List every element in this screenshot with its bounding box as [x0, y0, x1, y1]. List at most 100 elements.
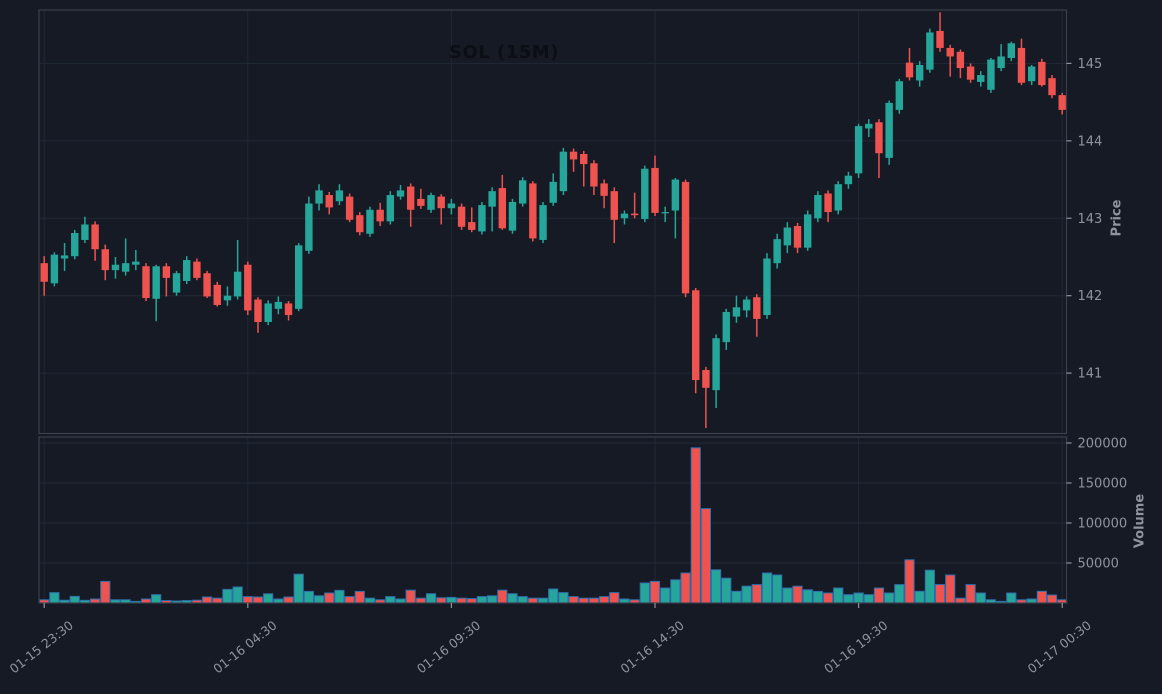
candle-body: [1048, 78, 1056, 96]
volume-tick-label: 50000: [1078, 557, 1119, 572]
candle-body: [71, 232, 79, 257]
candle-body: [793, 226, 802, 248]
candle-body: [1038, 61, 1046, 86]
volume-bar: [599, 596, 610, 604]
candle-body: [763, 258, 771, 316]
candle-body: [946, 47, 954, 57]
volume-bar: [263, 593, 274, 604]
candle-body: [977, 75, 985, 83]
volume-bar: [660, 587, 671, 604]
candle-body: [427, 195, 435, 210]
volume-bar: [283, 596, 294, 604]
volume-bar: [833, 587, 844, 604]
candle-body: [132, 261, 140, 265]
price-tick-label: 144: [1078, 134, 1103, 149]
candle-body: [396, 190, 405, 197]
candle-body: [865, 123, 873, 129]
volume-bar: [436, 597, 447, 604]
candle-body: [966, 66, 975, 80]
volume-bar: [487, 595, 498, 604]
candle-body: [600, 183, 608, 196]
volume-bar: [49, 592, 60, 604]
candle-body: [559, 151, 568, 192]
volume-bar: [670, 579, 681, 604]
candle-body: [152, 266, 160, 299]
volume-bar: [151, 594, 162, 604]
volume-bar: [772, 574, 783, 604]
volume-bar: [334, 589, 345, 604]
volume-bar: [965, 584, 976, 604]
volume-bar: [507, 593, 518, 604]
volume-bar: [680, 572, 691, 604]
candle-body: [1007, 43, 1015, 59]
volume-bar: [517, 596, 528, 604]
volume-bar: [721, 577, 732, 604]
candle-body: [305, 203, 313, 251]
x-tick-label: 01-15 23:30: [7, 618, 76, 677]
volume-bar: [313, 595, 325, 604]
candle-body: [91, 224, 99, 250]
volume-bar: [649, 580, 661, 604]
volume-bar: [201, 596, 213, 604]
volume-bar: [69, 595, 80, 604]
candle-body: [162, 266, 171, 278]
candle-body: [498, 188, 506, 229]
volume-axis-title: Volume: [1132, 493, 1148, 549]
volume-bar: [1046, 594, 1058, 604]
candle-body: [121, 263, 130, 272]
volume-bar: [1036, 590, 1047, 604]
volume-bar: [242, 596, 253, 604]
candle-body: [885, 102, 893, 158]
candle-body: [60, 255, 69, 259]
candle-body: [844, 175, 853, 185]
candle-body: [488, 191, 496, 207]
volume-bar: [904, 559, 915, 604]
candle-body: [366, 209, 374, 234]
candle-body: [773, 239, 781, 264]
price-axis-title: Price: [1109, 199, 1125, 237]
candle-body: [712, 338, 720, 391]
candle-body: [40, 263, 48, 282]
candle-body: [101, 249, 109, 271]
x-tick-label: 01-17 00:30: [1025, 618, 1094, 677]
candle-body: [457, 206, 466, 227]
chart-title: SOL (15M): [449, 42, 559, 63]
volume-bar: [415, 597, 426, 604]
candle-body: [111, 264, 120, 271]
volume-bar: [537, 597, 549, 604]
candle-body: [335, 190, 344, 202]
volume-bar: [527, 597, 538, 604]
candle-body: [508, 202, 517, 231]
x-tick-label: 01-16 09:30: [414, 618, 483, 677]
candle-body: [814, 195, 822, 219]
volume-bar: [405, 589, 416, 604]
candle-body: [702, 370, 710, 388]
volume-tick-label: 100000: [1078, 517, 1128, 532]
candle-body: [325, 195, 333, 208]
candle-body: [142, 266, 150, 299]
candle-body: [539, 205, 547, 240]
volume-bar: [609, 592, 620, 604]
candle-body: [895, 81, 904, 110]
candle-body: [630, 213, 639, 216]
volume-bar: [252, 596, 264, 604]
candle-body: [264, 303, 272, 323]
volume-bar: [914, 590, 925, 604]
volume-bar: [924, 569, 935, 604]
candle-body: [610, 191, 618, 220]
volume-bar: [812, 590, 823, 604]
candle-body: [203, 273, 211, 297]
candle-body: [590, 163, 598, 187]
candle-body: [569, 151, 578, 160]
candle-body: [437, 196, 445, 209]
volume-bar: [364, 597, 376, 604]
candle-body: [987, 59, 995, 90]
candle-body: [529, 183, 537, 239]
candle-body: [742, 299, 751, 311]
volume-bar: [293, 573, 304, 604]
x-tick-label: 01-16 04:30: [210, 618, 279, 677]
price-tick-label: 145: [1078, 57, 1103, 72]
volume-bar: [884, 592, 895, 604]
